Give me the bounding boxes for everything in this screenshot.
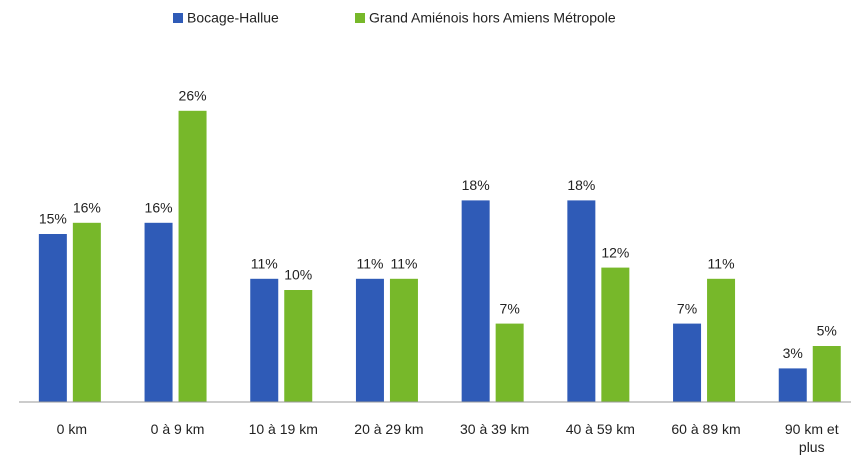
x-label-box: 20 à 29 km	[354, 421, 424, 437]
data-label: 5%	[817, 323, 837, 339]
x-label-box: 0 km	[56, 421, 88, 437]
data-label: 11%	[390, 256, 417, 272]
data-label: 26%	[179, 88, 207, 104]
bar	[144, 222, 173, 402]
x-label-box: 40 à 59 km	[565, 421, 635, 437]
bar	[707, 278, 736, 402]
bar	[601, 267, 630, 402]
bar	[284, 290, 313, 402]
bar	[673, 323, 702, 402]
bar	[389, 278, 418, 402]
data-label: 12%	[601, 244, 629, 260]
bar	[495, 323, 524, 402]
x-label-box: 60 à 89 km	[671, 421, 741, 437]
bar	[250, 278, 279, 402]
bar	[178, 110, 207, 403]
data-label: 3%	[783, 345, 803, 361]
x-label-box: 10 à 19 km	[248, 421, 318, 437]
data-label: 18%	[462, 177, 490, 193]
x-tick-label: 30 à 39 km	[460, 421, 530, 437]
legend-label: Bocage-Hallue	[187, 10, 279, 26]
bar	[778, 368, 807, 402]
data-label: 10%	[284, 267, 312, 283]
data-label: 11%	[356, 256, 383, 272]
data-label: 16%	[73, 200, 101, 216]
legend-swatch	[355, 13, 365, 23]
legend-label: Grand Amiénois hors Amiens Métropole	[369, 10, 616, 26]
bar	[38, 234, 67, 402]
legend-swatch	[173, 13, 183, 23]
x-tick-label: 10 à 19 km	[248, 421, 318, 437]
x-tick-label: 90 km et plus	[784, 421, 839, 455]
data-label: 7%	[677, 300, 697, 316]
bar	[812, 346, 841, 402]
x-tick-label: 20 à 29 km	[354, 421, 424, 437]
data-label: 11%	[708, 256, 735, 272]
bar	[355, 278, 384, 402]
data-label: 11%	[251, 256, 278, 272]
bar	[567, 200, 596, 402]
x-tick-label: 60 à 89 km	[671, 421, 741, 437]
bar	[72, 222, 101, 402]
data-label: 18%	[567, 177, 595, 193]
x-label-box: 90 km et plus	[784, 421, 839, 455]
data-label: 7%	[500, 300, 520, 316]
bar	[461, 200, 490, 402]
x-label-box: 0 à 9 km	[150, 421, 205, 437]
data-label: 15%	[39, 211, 67, 227]
x-tick-label: 0 à 9 km	[150, 421, 205, 437]
x-tick-label: 40 à 59 km	[565, 421, 635, 437]
data-label: 16%	[145, 200, 173, 216]
x-tick-label: 0 km	[56, 421, 88, 437]
x-label-box: 30 à 39 km	[460, 421, 530, 437]
